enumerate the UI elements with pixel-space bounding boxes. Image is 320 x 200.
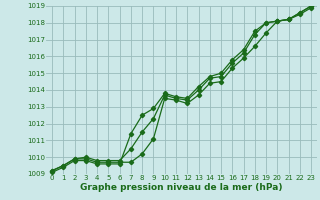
X-axis label: Graphe pression niveau de la mer (hPa): Graphe pression niveau de la mer (hPa) — [80, 183, 283, 192]
